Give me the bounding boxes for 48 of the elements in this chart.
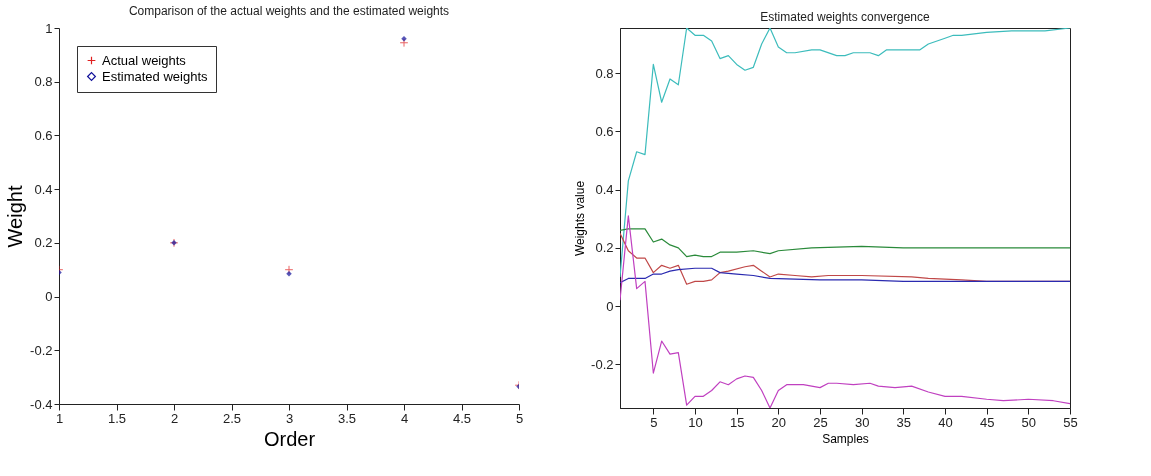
x-tick-label: 25 [813,414,828,430]
y-tick-label: 0 [45,289,53,305]
point [399,38,409,48]
line-series [620,267,1070,284]
x-tick-label: 10 [688,414,703,430]
y-tick-label: 0.6 [34,127,53,143]
legend-label: Actual weights [102,52,187,68]
x-tick-label: 2 [170,410,179,426]
x-tick-label: 1.5 [107,410,127,426]
y-tick-label: 0.8 [34,74,53,90]
x-tick-label: 3.5 [337,410,357,426]
y-tick-label: -0.4 [30,396,53,412]
y-tick-label: 0.4 [34,181,53,197]
x-tick-label: 5 [650,414,658,430]
x-tick-label: 5 [515,410,524,426]
x-tick-label: 40 [938,414,953,430]
y-tick-label: 1 [45,20,53,36]
legend-label: Estimated weights [102,68,208,84]
y-tick-label: -0.2 [30,342,53,358]
point [401,36,407,42]
line-series [620,228,1070,258]
line-series [620,28,1070,278]
x-axis-title: Order [263,427,316,450]
y-tick-label: 0.4 [595,182,614,198]
x-tick-label: 55 [1063,414,1078,430]
y-axis-title: Weight [4,185,27,248]
chart-title: Estimated weights convergence [760,10,931,24]
x-tick-label: 20 [771,414,787,430]
x-tick-label: 50 [1021,414,1037,430]
y-axis-title: Weights value [573,180,588,257]
point [286,271,292,277]
x-tick-label: 4.5 [452,410,472,426]
y-tick-label: 0.2 [34,235,53,251]
y-tick-label: 0.2 [595,240,614,256]
y-tick-label: 0.8 [595,65,614,81]
x-tick-label: 30 [854,414,870,430]
y-tick-label: 0 [606,298,614,314]
chart-title: Comparison of the actual weights and the estimated weights [128,4,450,18]
x-tick-label: 4 [400,410,409,426]
x-tick-label: 2.5 [222,410,242,426]
x-tick-label: 1 [55,410,64,426]
x-tick-label: 3 [285,410,294,426]
x-tick-label: 15 [729,414,745,430]
x-tick-label: 35 [896,414,912,430]
x-tick-label: 45 [979,414,995,430]
y-tick-label: -0.2 [591,356,614,372]
x-axis-title: Samples [822,431,869,446]
y-tick-label: 0.6 [595,123,614,139]
